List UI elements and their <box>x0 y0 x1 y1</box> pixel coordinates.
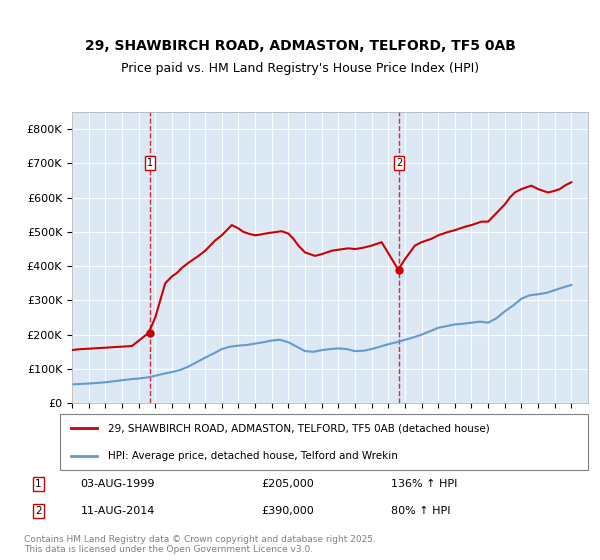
Text: Price paid vs. HM Land Registry's House Price Index (HPI): Price paid vs. HM Land Registry's House … <box>121 62 479 74</box>
Text: 29, SHAWBIRCH ROAD, ADMASTON, TELFORD, TF5 0AB (detached house): 29, SHAWBIRCH ROAD, ADMASTON, TELFORD, T… <box>107 423 489 433</box>
Text: 2: 2 <box>396 158 403 169</box>
Text: 03-AUG-1999: 03-AUG-1999 <box>80 479 155 489</box>
Text: 80% ↑ HPI: 80% ↑ HPI <box>391 506 450 516</box>
Text: 11-AUG-2014: 11-AUG-2014 <box>80 506 155 516</box>
Text: 136% ↑ HPI: 136% ↑ HPI <box>391 479 457 489</box>
Text: 2: 2 <box>35 506 42 516</box>
FancyBboxPatch shape <box>60 414 588 470</box>
Text: 29, SHAWBIRCH ROAD, ADMASTON, TELFORD, TF5 0AB: 29, SHAWBIRCH ROAD, ADMASTON, TELFORD, T… <box>85 39 515 53</box>
Text: £390,000: £390,000 <box>261 506 314 516</box>
Text: HPI: Average price, detached house, Telford and Wrekin: HPI: Average price, detached house, Telf… <box>107 451 397 461</box>
Text: 1: 1 <box>35 479 42 489</box>
Text: 1: 1 <box>146 158 153 169</box>
Text: £205,000: £205,000 <box>261 479 314 489</box>
Text: Contains HM Land Registry data © Crown copyright and database right 2025.
This d: Contains HM Land Registry data © Crown c… <box>24 535 376 554</box>
